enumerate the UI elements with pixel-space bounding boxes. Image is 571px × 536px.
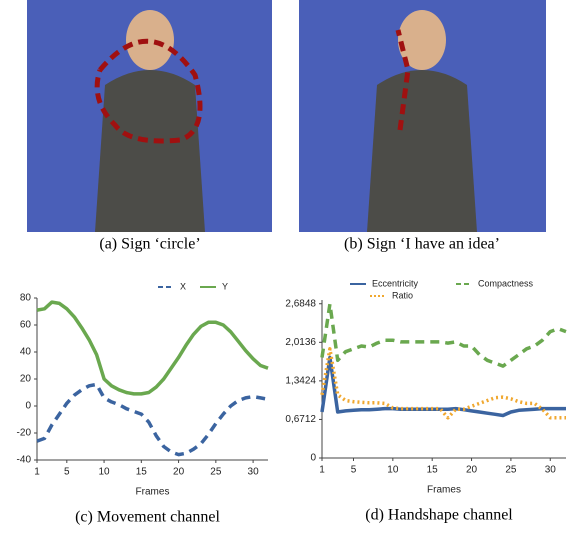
y-tick-label: 0 — [310, 453, 316, 464]
y-tick-label: 20 — [20, 374, 32, 385]
x-tick-label: 15 — [136, 467, 148, 478]
y-tick-label: 0,6712 — [285, 414, 316, 425]
y-tick-label: 1,3424 — [285, 376, 316, 387]
x-tick-label: 10 — [387, 465, 399, 476]
y-tick-label: 2,0136 — [285, 337, 316, 348]
x-tick-label: 30 — [248, 467, 260, 478]
y-tick-label: 2,6848 — [285, 298, 316, 309]
y-tick-label: 40 — [20, 347, 32, 358]
x-tick-label: 25 — [505, 465, 517, 476]
x-tick-label: 1 — [319, 465, 325, 476]
x-tick-label: 15 — [427, 465, 439, 476]
x-tick-label: 20 — [466, 465, 478, 476]
y-tick-label: -20 — [17, 428, 32, 439]
y-tick-label: 60 — [20, 320, 32, 331]
x-tick-label: 5 — [64, 467, 70, 478]
x-tick-label: 25 — [210, 467, 222, 478]
cap: (c) Movement channel — [75, 509, 220, 526]
series-line — [37, 302, 268, 394]
legend-label: Eccentricity — [372, 278, 419, 288]
x-tick-label: 1 — [34, 467, 40, 478]
legend-label: Ratio — [392, 290, 413, 300]
legend-label: Y — [222, 281, 228, 291]
y-tick-label: -40 — [17, 455, 32, 466]
y-tick-label: 80 — [20, 293, 32, 304]
series-line — [322, 304, 566, 366]
caption: (a) Sign ‘circle’ — [99, 236, 200, 253]
x-axis-label: Frames — [136, 487, 170, 498]
series-line — [322, 349, 566, 418]
x-tick-label: 10 — [99, 467, 111, 478]
figure: (a) Sign ‘circle’ (b) Sign ‘I have an id… — [0, 0, 571, 536]
photo-a — [27, 0, 272, 232]
caption: (b) Sign ‘I have an idea’ — [344, 236, 500, 253]
legend-label: X — [180, 281, 186, 291]
x-tick-label: 20 — [173, 467, 185, 478]
x-tick-label: 5 — [351, 465, 357, 476]
legend-label: Compactness — [478, 278, 534, 288]
x-axis-label: Frames — [427, 485, 461, 496]
figure-canvas: (a) Sign ‘circle’ (b) Sign ‘I have an id… — [0, 0, 571, 536]
x-tick-label: 30 — [545, 465, 557, 476]
y-tick-label: 0 — [25, 401, 31, 412]
photo-b — [299, 0, 546, 232]
cap: (d) Handshape channel — [365, 507, 513, 524]
series-line — [322, 358, 566, 416]
series-line — [37, 384, 268, 454]
